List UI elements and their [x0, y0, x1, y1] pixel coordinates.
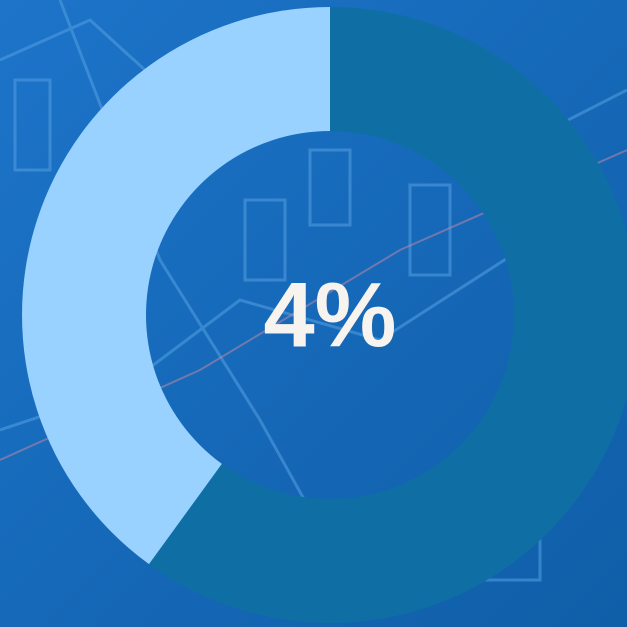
donut-segment [148, 7, 627, 623]
donut-segment [21, 7, 331, 565]
center-label: 4% [264, 264, 397, 366]
donut [21, 7, 627, 623]
